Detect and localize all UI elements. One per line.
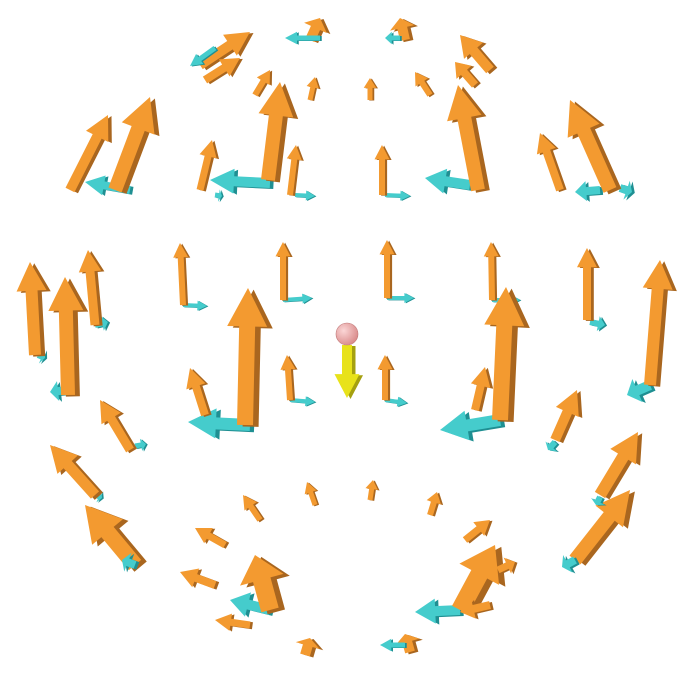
arrow — [462, 520, 490, 543]
arrow — [536, 133, 564, 192]
arrow — [182, 300, 207, 311]
arrow — [618, 180, 632, 200]
arrow — [365, 480, 378, 501]
arrow — [78, 250, 102, 326]
arrow — [377, 355, 393, 400]
arrow — [379, 240, 395, 298]
arrow — [108, 97, 155, 193]
arrow — [569, 490, 630, 565]
arrow — [455, 62, 479, 88]
arrow — [496, 557, 515, 574]
arrow — [240, 555, 284, 613]
arrow — [48, 277, 84, 396]
arrow — [227, 288, 268, 426]
arrow — [214, 189, 222, 202]
arrow — [196, 140, 217, 191]
arrow — [484, 287, 525, 421]
arrow — [180, 568, 217, 589]
arrow — [286, 145, 302, 196]
arrow — [440, 410, 501, 441]
arrow — [190, 45, 217, 66]
arrow — [384, 190, 410, 201]
arrow — [295, 638, 320, 657]
arrow — [215, 613, 251, 631]
arrow — [285, 31, 320, 45]
arrow — [195, 528, 227, 549]
arrow — [380, 638, 405, 652]
arrow — [627, 379, 652, 402]
arrow — [173, 243, 189, 306]
arrow — [384, 396, 407, 407]
arrow — [275, 242, 291, 300]
arrow — [425, 168, 471, 194]
arrow — [426, 492, 442, 516]
arrow — [415, 598, 461, 624]
arrow — [577, 248, 597, 320]
arrow — [306, 77, 319, 101]
arrow — [550, 390, 579, 443]
arrow — [258, 82, 294, 181]
arrow — [85, 505, 142, 571]
arrow — [16, 262, 47, 356]
arrow — [545, 440, 558, 452]
arrow — [50, 381, 69, 402]
arrow — [363, 78, 377, 100]
arrow — [460, 35, 494, 74]
arrow — [447, 85, 485, 192]
arrow — [122, 552, 137, 572]
arrow — [65, 115, 109, 193]
arrow — [387, 293, 414, 303]
arrow — [280, 355, 296, 401]
arrow — [415, 72, 433, 97]
arrow — [50, 445, 100, 499]
arrow — [562, 555, 577, 573]
arrow — [304, 482, 318, 506]
arrow — [243, 495, 263, 522]
arrow — [567, 100, 617, 193]
arrow — [374, 145, 390, 195]
arrow — [252, 70, 270, 97]
arrow — [470, 367, 491, 411]
arrow — [210, 168, 271, 194]
arrow — [390, 18, 415, 42]
arrow — [282, 293, 312, 304]
arrow — [289, 396, 315, 407]
arrow — [452, 545, 500, 615]
arrow — [188, 408, 251, 439]
arrow — [395, 634, 420, 654]
arrow — [591, 495, 605, 505]
arrow — [483, 242, 499, 301]
arrow — [334, 345, 360, 398]
arrow — [385, 31, 400, 45]
arrow — [134, 438, 146, 452]
arrow — [294, 190, 315, 201]
arrow — [594, 432, 638, 499]
arrow — [186, 368, 209, 417]
arrow — [197, 32, 250, 70]
arrow — [202, 58, 240, 84]
arrow — [575, 181, 601, 202]
arrow — [100, 400, 134, 453]
sphere — [335, 322, 359, 346]
arrow — [642, 260, 673, 386]
arrow — [460, 599, 491, 619]
